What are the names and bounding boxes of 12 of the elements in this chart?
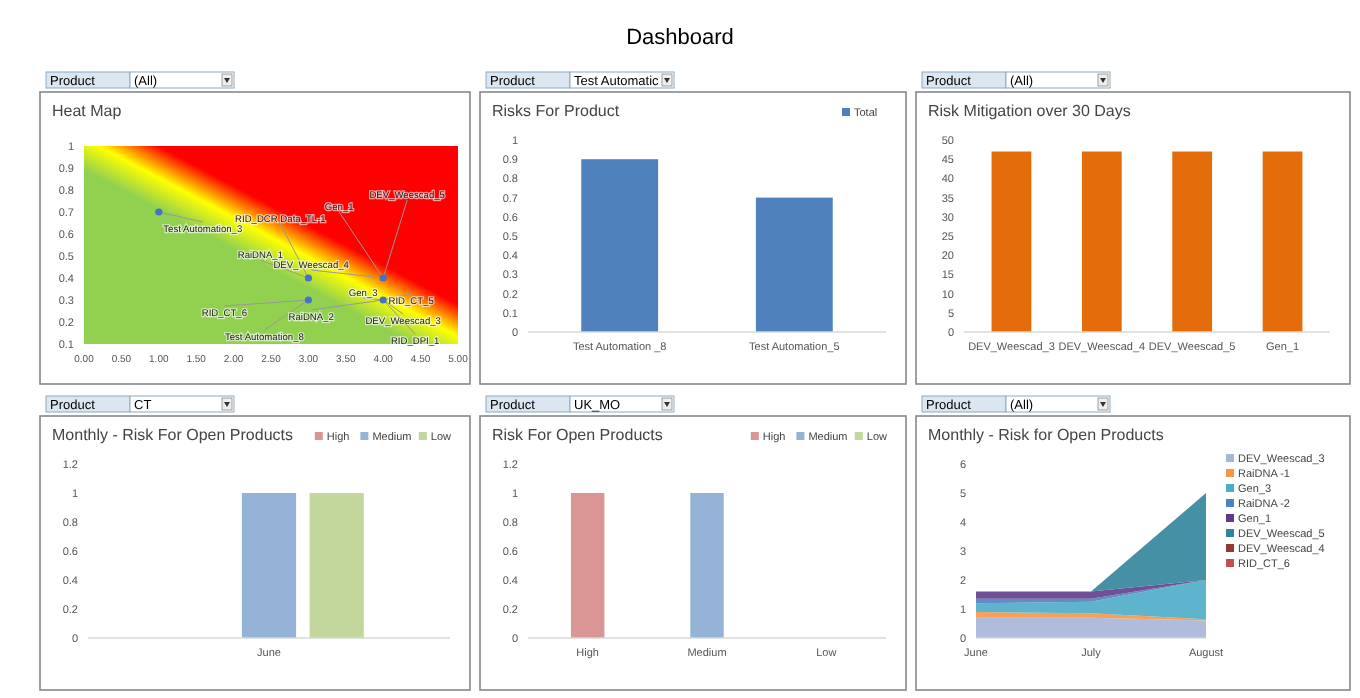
chart-title: Monthly - Risk For Open Products [52,426,293,444]
point [379,274,387,282]
point [155,208,163,216]
text: Dashboard [626,26,734,50]
chart-title: Risk For Open Products [492,426,663,444]
chart-title: Risks For Product [492,102,621,120]
point [304,274,312,282]
chart-title: Risk Mitigation over 30 Days [928,102,1131,120]
chart-title: Heat Map [52,102,123,120]
point [379,296,387,304]
point [304,296,312,304]
chart-title: Monthly - Risk for Open Products [928,426,1164,444]
